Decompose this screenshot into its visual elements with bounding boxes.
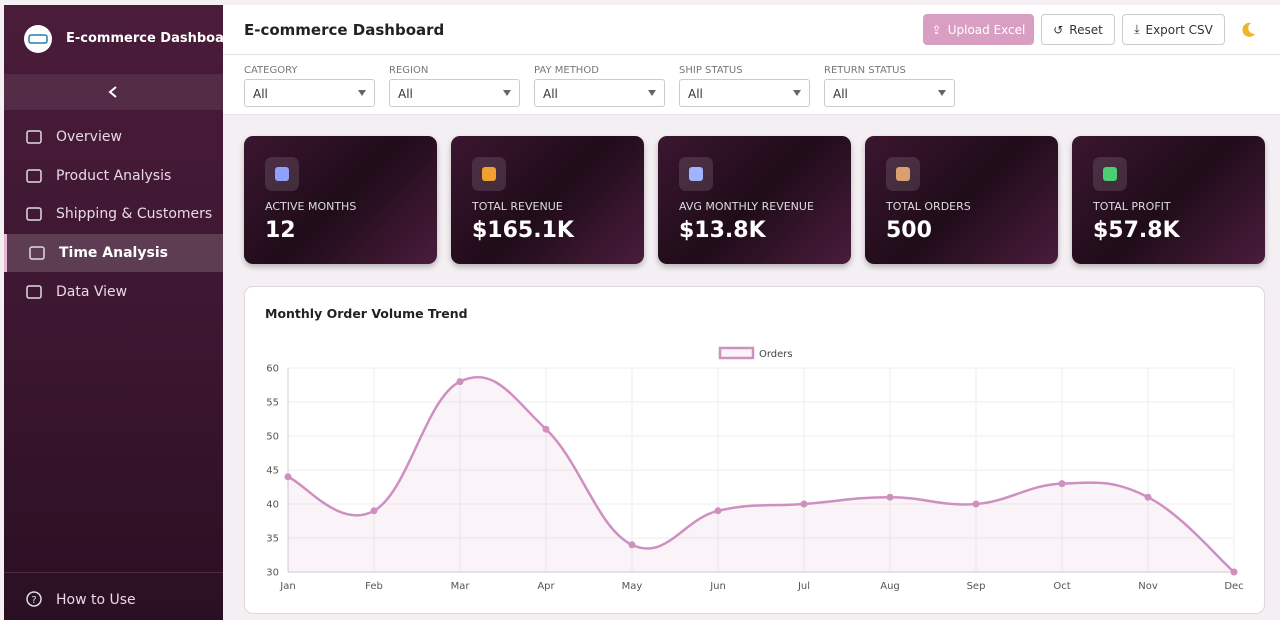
icon-glyph (482, 167, 496, 181)
y-tick-label: 45 (266, 466, 279, 477)
x-tick-label: Aug (880, 581, 900, 592)
x-tick-label: Apr (537, 581, 555, 592)
x-tick-label: Mar (451, 581, 471, 592)
kpi-card: AVG MONTHLY REVENUE $13.8K (658, 136, 851, 264)
x-tick-label: Nov (1138, 581, 1158, 592)
x-tick-label: May (622, 581, 643, 592)
filter-select[interactable]: All (679, 79, 810, 107)
line-area (288, 377, 1234, 572)
nav-item[interactable]: Data View (4, 273, 223, 311)
nav-item[interactable]: Product Analysis (4, 157, 223, 195)
filter-select[interactable]: All (389, 79, 520, 107)
point (456, 378, 464, 386)
point (714, 507, 722, 515)
chart: Monthly Order Volume Trend 30 35 40 45 50 55 6… (265, 306, 1244, 592)
kpi-value: 12 (265, 218, 296, 243)
filter-label: REGION (389, 65, 429, 76)
point (628, 541, 636, 549)
svg-text:?: ? (31, 595, 36, 606)
kpi-card: TOTAL PROFIT $57.8K (1072, 136, 1265, 264)
kpi-value: $13.8K (679, 218, 766, 243)
nav-item[interactable]: Overview (4, 118, 223, 156)
point (886, 493, 894, 501)
kpi-icon (1093, 157, 1127, 191)
kpi-label: ACTIVE MONTHS (265, 200, 357, 213)
filter-bar: CATEGORY All REGION All PAY METHOD All SHIP ST… (223, 55, 1280, 115)
x-tick-label: Feb (365, 581, 383, 592)
point (370, 507, 378, 515)
y-tick-label: 55 (266, 398, 279, 409)
header: E-commerce Dashboard ⇪ Upload Excel ↺ Rese… (223, 5, 1280, 55)
button-label: Upload Excel (947, 22, 1026, 37)
button-label: Reset (1069, 22, 1103, 37)
kpi-icon (472, 157, 506, 191)
x-tick-label: Jun (709, 581, 726, 592)
y-tick-label: 30 (266, 568, 279, 579)
nav-item[interactable]: Shipping & Customers (4, 195, 223, 233)
help-link[interactable]: How to Use (56, 592, 136, 608)
kpi-card: ACTIVE MONTHS 12 (244, 136, 437, 264)
kpi-label: TOTAL ORDERS (886, 200, 971, 213)
filter-label: RETURN STATUS (824, 65, 906, 76)
icon-glyph (1103, 167, 1117, 181)
kpi-icon (679, 157, 713, 191)
chart-card: Monthly Order Volume Trend 30 35 40 45 50 55 6… (244, 286, 1265, 614)
filter-select[interactable]: All (824, 79, 955, 107)
icon-glyph (689, 167, 703, 181)
kpi-value: $165.1K (472, 218, 574, 243)
filter-label: SHIP STATUS (679, 65, 743, 76)
kpi-icon (886, 157, 920, 191)
y-tick-label: 50 (266, 432, 279, 443)
point (800, 500, 808, 508)
y-tick-label: 60 (266, 364, 279, 375)
point (1230, 568, 1238, 576)
point (1144, 493, 1152, 501)
export-button[interactable]: ⤓ Export CSV (1122, 14, 1225, 45)
filter-select[interactable]: All (534, 79, 665, 107)
reset-button[interactable]: ↺ Reset (1041, 14, 1115, 45)
y-tick-label: 35 (266, 534, 279, 545)
x-tick-label: Sep (967, 581, 986, 592)
kpi-card: TOTAL REVENUE $165.1K (451, 136, 644, 264)
kpi-value: $57.8K (1093, 218, 1180, 243)
point (1058, 480, 1066, 488)
filter-label: PAY METHOD (534, 65, 599, 76)
logo (24, 25, 52, 53)
page-title: E-commerce Dashboard (244, 21, 445, 39)
legend-swatch (718, 346, 755, 360)
collapse-button[interactable] (4, 74, 223, 110)
legend-label: Orders (759, 349, 793, 360)
icon-glyph (896, 167, 910, 181)
kpi-label: AVG MONTHLY REVENUE (679, 200, 814, 213)
x-tick-label: Dec (1224, 581, 1243, 592)
x-tick-label: Jan (279, 581, 295, 592)
button-label: Export CSV (1145, 22, 1213, 37)
upload-button[interactable]: ⇪ Upload Excel (923, 14, 1034, 45)
brand: E-commerce Dashboar (66, 31, 231, 46)
kpi-label: TOTAL PROFIT (1093, 200, 1171, 213)
point (972, 500, 980, 508)
point (284, 473, 292, 481)
filter-select[interactable]: All (244, 79, 375, 107)
x-tick-label: Oct (1053, 581, 1070, 592)
chart-title: Monthly Order Volume Trend (265, 306, 468, 321)
icon-glyph (275, 167, 289, 181)
filter-label: CATEGORY (244, 65, 298, 76)
theme-toggle[interactable] (1239, 21, 1257, 39)
y-tick-label: 40 (266, 500, 279, 511)
x-tick-label: Jul (797, 581, 810, 592)
nav-item[interactable]: Time Analysis (4, 234, 223, 273)
kpi-icon (265, 157, 299, 191)
kpi-value: 500 (886, 218, 932, 243)
kpi-label: TOTAL REVENUE (472, 200, 563, 213)
point (542, 425, 550, 433)
sidebar: E-commerce Dashboar Overview Product Anal… (4, 5, 230, 620)
kpi-card: TOTAL ORDERS 500 (865, 136, 1058, 264)
